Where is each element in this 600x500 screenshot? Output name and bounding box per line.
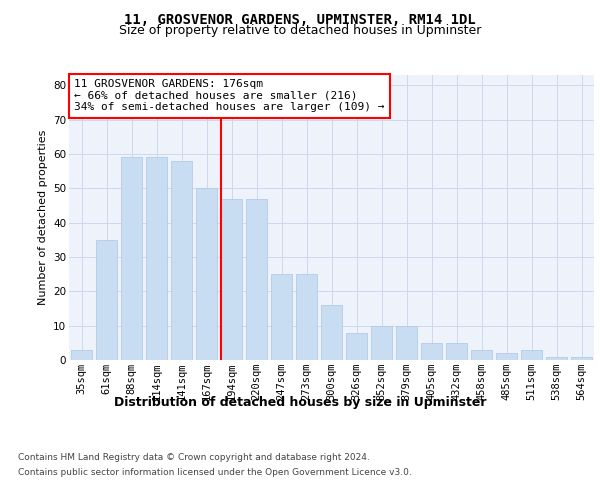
Bar <box>96 240 117 360</box>
Bar <box>321 305 342 360</box>
Text: Distribution of detached houses by size in Upminster: Distribution of detached houses by size … <box>114 396 486 409</box>
Bar <box>346 332 367 360</box>
Bar <box>271 274 292 360</box>
Bar <box>521 350 542 360</box>
Text: Contains public sector information licensed under the Open Government Licence v3: Contains public sector information licen… <box>18 468 412 477</box>
Bar <box>221 198 242 360</box>
Bar <box>171 161 192 360</box>
Bar <box>446 343 467 360</box>
Text: 11 GROSVENOR GARDENS: 176sqm
← 66% of detached houses are smaller (216)
34% of s: 11 GROSVENOR GARDENS: 176sqm ← 66% of de… <box>74 80 385 112</box>
Text: Contains HM Land Registry data © Crown copyright and database right 2024.: Contains HM Land Registry data © Crown c… <box>18 453 370 462</box>
Bar <box>196 188 217 360</box>
Bar <box>571 356 592 360</box>
Text: 11, GROSVENOR GARDENS, UPMINSTER, RM14 1DL: 11, GROSVENOR GARDENS, UPMINSTER, RM14 1… <box>124 12 476 26</box>
Text: Size of property relative to detached houses in Upminster: Size of property relative to detached ho… <box>119 24 481 37</box>
Bar <box>496 353 517 360</box>
Bar <box>471 350 492 360</box>
Bar <box>296 274 317 360</box>
Bar <box>71 350 92 360</box>
Bar <box>421 343 442 360</box>
Y-axis label: Number of detached properties: Number of detached properties <box>38 130 47 305</box>
Bar <box>121 158 142 360</box>
Bar <box>546 356 567 360</box>
Bar <box>246 198 267 360</box>
Bar <box>396 326 417 360</box>
Bar <box>146 158 167 360</box>
Bar <box>371 326 392 360</box>
